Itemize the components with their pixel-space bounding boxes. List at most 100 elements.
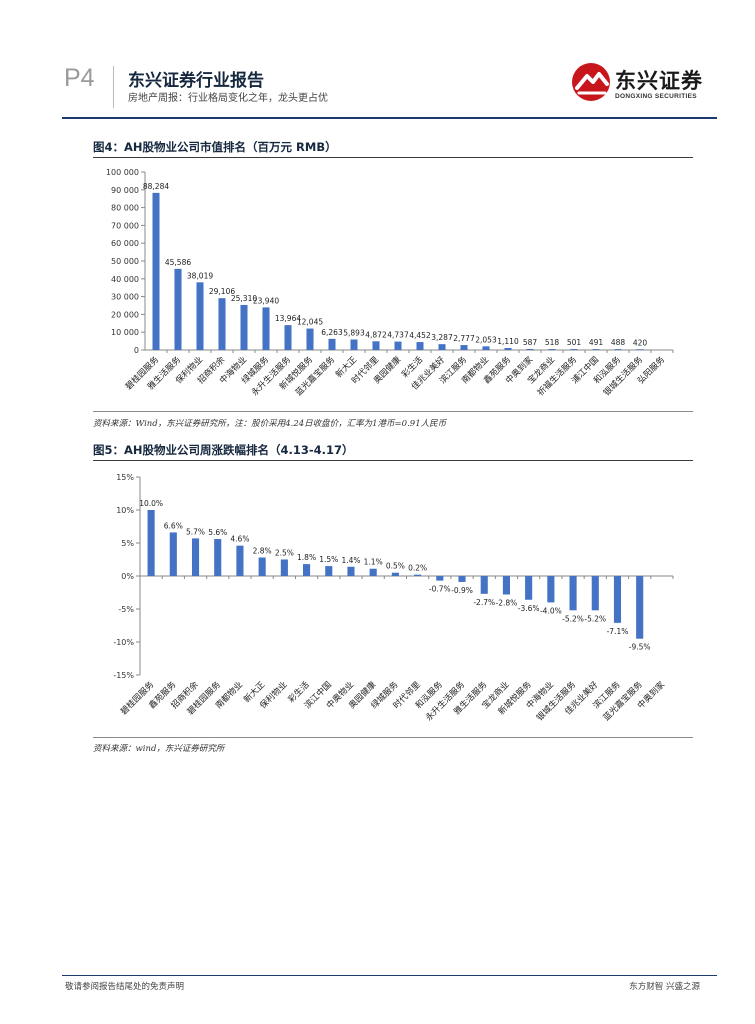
figure-5-title: 图5：AH股物业公司周涨跌幅排名（4.13-4.17） xyxy=(93,443,354,457)
figure-4-source: 资料来源：Wind，东兴证券研究所，注：股价采用4.24日收盘价，汇率为1港币=… xyxy=(93,419,447,429)
y-tick-label: 70 000 xyxy=(111,221,139,230)
figure-4-top-rule xyxy=(93,157,693,158)
data-label: 1.4% xyxy=(341,556,360,565)
logo-name-en: DONGXING SECURITIES xyxy=(615,93,697,100)
y-tick-label: 50 000 xyxy=(111,257,139,266)
data-bar xyxy=(218,298,226,350)
report-title: 东兴证券行业报告 xyxy=(128,71,264,91)
data-bar xyxy=(284,325,292,350)
data-bar xyxy=(414,574,422,576)
y-tick-label: 60 000 xyxy=(111,239,139,248)
data-label: 29,106 xyxy=(209,287,235,296)
data-label: 5.7% xyxy=(186,527,205,536)
y-tick-label: 10 000 xyxy=(111,328,139,337)
data-bar xyxy=(548,349,556,350)
header-rule xyxy=(62,117,717,119)
data-label: 10.0% xyxy=(139,499,163,508)
data-bar xyxy=(347,566,355,576)
data-bar xyxy=(196,282,204,350)
footer-rule xyxy=(62,975,717,976)
data-label: 23,940 xyxy=(253,296,279,305)
data-label: 4,737 xyxy=(387,331,409,340)
data-bar xyxy=(569,576,577,611)
y-tick-label: 0% xyxy=(121,572,134,581)
market-cap-bar-chart: 100 000 90 000 80 000 70 000 60 000 50 000 40 … xyxy=(106,168,674,398)
data-bar xyxy=(438,344,446,350)
weekly-change-bar-chart: 15%10%5%0%-5%-10%-15%10.0%碧桂园服务6.6%鑫苑服务5… xyxy=(113,473,674,723)
data-label: -2.7% xyxy=(473,598,495,607)
data-label: 501 xyxy=(567,338,582,347)
header-divider xyxy=(113,66,114,108)
data-bar xyxy=(547,576,555,603)
data-bar xyxy=(214,539,222,576)
data-label: 13,964 xyxy=(275,314,301,323)
data-label: 45,586 xyxy=(165,258,191,267)
data-label: 6.6% xyxy=(164,521,183,530)
data-bar xyxy=(480,576,488,594)
y-tick-label: -5% xyxy=(118,605,134,614)
data-bar xyxy=(350,339,358,350)
data-bar xyxy=(636,576,644,639)
data-bar xyxy=(525,576,533,600)
data-label: -2.8% xyxy=(496,598,518,607)
data-label: 518 xyxy=(545,338,560,347)
data-bar xyxy=(152,192,160,350)
y-tick-label: 40 000 xyxy=(111,275,139,284)
data-bar xyxy=(436,576,444,581)
data-label: 1,110 xyxy=(497,337,519,346)
figure-4-bottom-rule xyxy=(93,411,693,412)
data-bar xyxy=(280,559,288,576)
data-bar xyxy=(591,576,599,611)
data-bar xyxy=(502,576,510,595)
data-label: 4,872 xyxy=(365,330,387,339)
data-label: -0.9% xyxy=(451,586,473,595)
y-tick-label: 20 000 xyxy=(111,310,139,319)
data-bar xyxy=(174,268,182,350)
data-label: 2.5% xyxy=(275,549,294,558)
figure-5-bottom-rule xyxy=(93,737,693,738)
data-bar xyxy=(236,545,244,576)
brand-logo: 东兴证券 DONGXING SECURITIES xyxy=(571,60,711,108)
figure-4-title: 图4：AH股物业公司市值排名（百万元 RMB） xyxy=(93,140,337,154)
data-label: 587 xyxy=(523,338,538,347)
y-tick-label: 100 000 xyxy=(106,168,139,177)
data-bar xyxy=(328,338,336,350)
data-label: 420 xyxy=(633,338,648,347)
data-bar xyxy=(394,341,402,350)
data-bar xyxy=(526,348,534,350)
data-label: 38,019 xyxy=(187,271,213,280)
data-label: -5.2% xyxy=(584,614,606,623)
data-bar xyxy=(592,349,600,350)
data-bar xyxy=(613,576,622,623)
data-label: 6,263 xyxy=(321,328,343,337)
data-bar xyxy=(258,557,266,576)
data-bar xyxy=(482,346,490,350)
figure-5-top-rule xyxy=(93,460,693,461)
report-subtitle: 房地产周报：行业格局变化之年，龙头更占优 xyxy=(128,93,328,104)
data-bar xyxy=(147,510,155,576)
data-label: 488 xyxy=(611,338,626,347)
data-bar xyxy=(504,348,512,350)
data-label: 12,045 xyxy=(297,318,323,327)
data-bar xyxy=(262,307,270,350)
y-tick-label: 15% xyxy=(116,473,134,482)
data-bar xyxy=(416,342,424,350)
data-bar xyxy=(458,576,466,582)
data-label: 1.1% xyxy=(364,558,383,567)
footer-slogan: 东方财智 兴盛之源 xyxy=(629,982,700,992)
y-tick-label: 0 xyxy=(134,346,139,355)
y-tick-label: 90 000 xyxy=(111,186,139,195)
y-tick-label: 30 000 xyxy=(111,293,139,302)
data-bar xyxy=(636,349,644,350)
logo-emblem-icon xyxy=(572,63,610,101)
data-label: -3.6% xyxy=(518,604,540,613)
data-label: 4.6% xyxy=(230,535,249,544)
y-tick-label: -15% xyxy=(113,671,134,680)
data-label: 1.8% xyxy=(297,553,316,562)
data-bar xyxy=(240,304,248,350)
data-label: -9.5% xyxy=(629,643,651,652)
data-bar xyxy=(372,341,380,350)
data-bar xyxy=(391,572,399,576)
logo-name-cn: 东兴证券 xyxy=(615,69,703,93)
data-bar xyxy=(303,564,311,576)
